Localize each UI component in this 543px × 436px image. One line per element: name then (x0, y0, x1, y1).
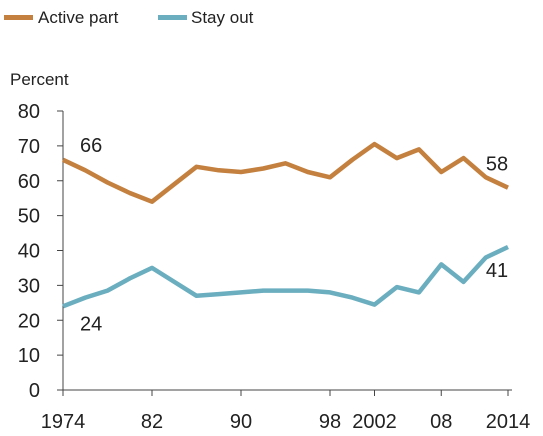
data-label-end-stay-out: 41 (486, 260, 508, 282)
series-line-stay-out (62, 244, 509, 309)
data-label-end-active-part: 58 (486, 154, 508, 176)
legend-label-active-part: Active part (38, 8, 119, 27)
y-tick-label: 80 (18, 101, 40, 123)
data-labels: 66 58 24 41 (80, 135, 508, 335)
legend-item-stay-out: Stay out (158, 8, 254, 27)
legend-swatch-stay-out (158, 15, 187, 20)
series-line-active-part (62, 141, 509, 204)
x-axis-ticks: 1974 82 90 98 2002 08 2014 (41, 390, 531, 433)
series-layer (62, 141, 509, 309)
y-tick-label: 60 (18, 171, 40, 193)
y-tick-label: 50 (18, 206, 40, 228)
x-tick-label: 2014 (486, 411, 531, 433)
x-tick-label: 2002 (352, 411, 397, 433)
legend-swatch-active-part (4, 15, 33, 20)
x-tick-label: 90 (230, 411, 252, 433)
legend-label-stay-out: Stay out (191, 8, 254, 27)
x-tick-label: 08 (430, 411, 452, 433)
legend: Active part Stay out (4, 8, 254, 27)
y-tick-label: 20 (18, 310, 40, 332)
y-tick-label: 70 (18, 136, 40, 158)
legend-item-active-part: Active part (4, 8, 119, 27)
data-label-start-active-part: 66 (80, 135, 102, 157)
y-tick-label: 10 (18, 345, 40, 367)
x-tick-label: 98 (319, 411, 341, 433)
y-axis-ticks: 0 10 20 30 40 50 60 70 80 (18, 101, 63, 402)
data-label-start-stay-out: 24 (80, 313, 102, 335)
x-tick-label: 82 (141, 411, 163, 433)
y-axis-label: Percent (10, 70, 69, 89)
y-tick-label: 40 (18, 241, 40, 263)
y-tick-label: 0 (29, 380, 40, 402)
x-tick-label: 1974 (41, 411, 86, 433)
y-tick-label: 30 (18, 275, 40, 297)
